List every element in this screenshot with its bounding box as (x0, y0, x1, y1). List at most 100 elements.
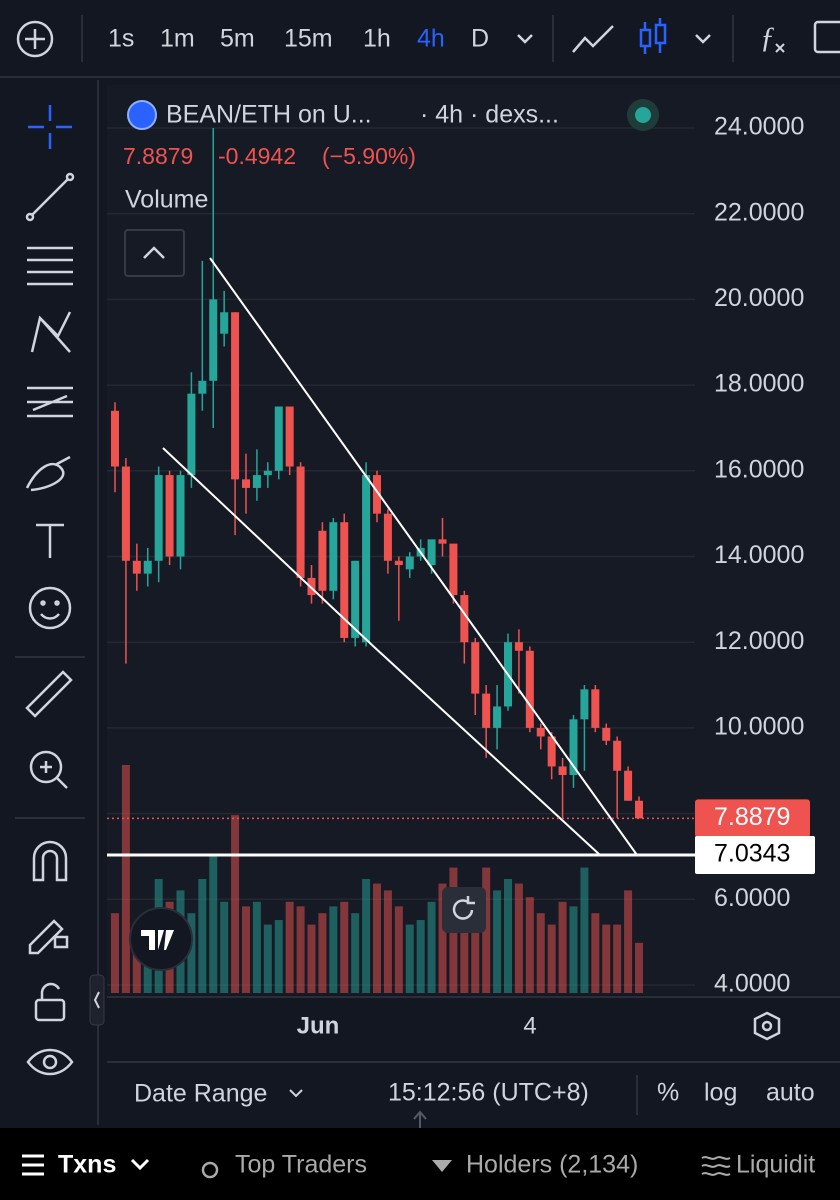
trophy-icon (201, 1161, 219, 1179)
tab[interactable]: Holders (2,134) (466, 1151, 638, 1179)
candle-body (318, 530, 327, 591)
legend-price: 7.8879 (123, 143, 193, 169)
y-tick-label: 20.0000 (714, 284, 804, 312)
volume-bar (307, 924, 316, 993)
add-icon (25, 29, 45, 49)
candle-body (493, 706, 502, 728)
candle-body (209, 299, 218, 381)
volume-bar (220, 901, 229, 993)
volume-bar (231, 815, 240, 993)
drawing-tools[interactable] (25, 105, 75, 1076)
dropdown (289, 1089, 303, 1098)
candle-body (307, 577, 316, 596)
tab[interactable]: Txns (58, 1151, 116, 1179)
liquidity-icon (701, 1156, 731, 1176)
level-label: 7.0343 (714, 840, 790, 868)
reset-button[interactable] (442, 887, 486, 933)
candle-body (296, 466, 305, 578)
log-toggle[interactable]: log (704, 1079, 737, 1107)
date-range[interactable]: Date Range (134, 1080, 267, 1108)
interval[interactable]: 4h (417, 25, 445, 53)
percent-toggle[interactable]: % (657, 1079, 679, 1107)
add-button[interactable] (16, 20, 54, 58)
holders-icon (432, 1160, 452, 1172)
dropdown[interactable] (695, 34, 711, 44)
candle-body (547, 736, 556, 767)
tab[interactable]: Liquidit (736, 1151, 815, 1179)
volume-bar (482, 867, 491, 993)
trend-line (162, 447, 373, 646)
candle-body (132, 560, 141, 574)
tv-logo-mark (141, 930, 174, 950)
volume-bar (242, 906, 250, 993)
volume-bar (635, 942, 643, 993)
candle-body (536, 727, 545, 737)
candle-body (198, 380, 207, 394)
candle-body (231, 312, 240, 480)
volume-bar (296, 906, 305, 993)
y-tick-label: 18.0000 (714, 370, 804, 398)
interval[interactable]: 1m (160, 25, 195, 53)
candle-body (580, 689, 589, 720)
volume-bar (263, 924, 272, 993)
chevron (143, 246, 165, 259)
indicator-icon (775, 43, 785, 53)
volume-bar (351, 913, 360, 993)
volume-bar (318, 913, 327, 993)
interval[interactable]: D (471, 25, 489, 53)
candle-body (558, 766, 567, 776)
auto-toggle[interactable]: auto (766, 1079, 815, 1107)
interval[interactable]: 1s (108, 25, 134, 53)
candle-icon[interactable] (639, 18, 667, 54)
clock: 15:12:56 (UTC+8) (388, 1079, 589, 1107)
collapse-handle[interactable] (89, 974, 105, 1026)
volume-bar (460, 901, 469, 993)
volume-bar (285, 901, 294, 993)
y-tick-label: 12.0000 (714, 627, 804, 655)
candle-body (449, 543, 458, 596)
last-price-label: 7.8879 (714, 803, 790, 831)
interval[interactable]: 5m (220, 25, 255, 53)
candle-body (274, 406, 283, 471)
volume-bar (252, 901, 261, 993)
volume-bar (274, 920, 283, 993)
candle-body (394, 560, 403, 566)
tab[interactable]: Top Traders (235, 1151, 367, 1179)
token-icon (127, 100, 157, 130)
last-price-tag (695, 799, 810, 838)
y-tick-label: 14.0000 (714, 541, 804, 569)
settings-button[interactable] (753, 1011, 781, 1041)
candle-body (340, 522, 349, 638)
line-chart-icon[interactable] (572, 25, 614, 53)
status-dot (635, 107, 651, 123)
volume-bar (591, 913, 600, 993)
settings-icon (761, 1020, 773, 1032)
candle-body (438, 539, 447, 544)
volume-bar (613, 924, 622, 993)
volume-bar (602, 924, 611, 993)
y-tick-label: 24.0000 (714, 113, 804, 141)
symbol-meta: · 4h · dexs... (420, 101, 559, 129)
trend-line (371, 644, 601, 856)
indicator-button[interactable]: ƒ (760, 21, 775, 54)
y-tick-label: 10.0000 (714, 713, 804, 741)
candle-body (351, 560, 360, 638)
candle-body (405, 556, 414, 570)
volume-bar (187, 913, 196, 993)
collapse-legend[interactable] (124, 229, 185, 277)
candle-body (373, 475, 381, 514)
layout-button[interactable] (813, 20, 840, 54)
interval[interactable]: 15m (284, 25, 333, 53)
left-toolbar (0, 80, 96, 1125)
volume-bar (121, 765, 130, 993)
dropdown[interactable] (517, 34, 533, 44)
interval[interactable]: 1h (363, 25, 391, 53)
candle-body (143, 560, 152, 574)
volume-bar (394, 906, 403, 993)
candle-body (525, 650, 534, 728)
volume-label: Volume (125, 186, 208, 214)
volume-bar (198, 879, 207, 993)
candle-body (482, 693, 491, 728)
volume-bar (340, 901, 349, 993)
volume-bar (373, 883, 381, 993)
